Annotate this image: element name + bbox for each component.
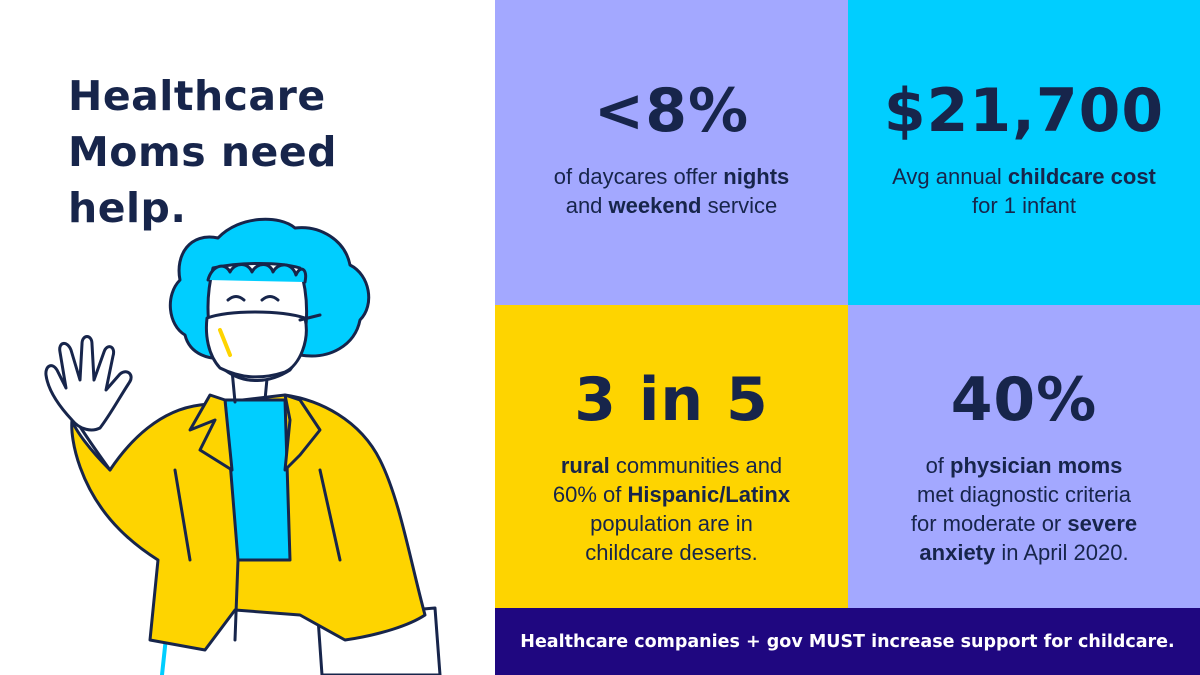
waving-healthcare-worker-illustration bbox=[44, 217, 442, 675]
headline-line-1: Healthcare bbox=[68, 72, 326, 120]
footer-banner: Healthcare companies + gov MUST increase… bbox=[495, 608, 1200, 675]
stat-value: <8% bbox=[593, 75, 750, 146]
stat-description: of daycares offer nights and weekend ser… bbox=[553, 163, 790, 218]
stat-tile-childcare-deserts: 3 in 5 rural communities and 60% of Hisp… bbox=[495, 305, 848, 608]
eye-left bbox=[226, 295, 246, 302]
stat-tile-physician-anxiety: 40% of physician moms met diagnostic cri… bbox=[848, 305, 1200, 608]
collar-left bbox=[188, 393, 234, 472]
bangs bbox=[206, 263, 308, 284]
face-mask-icon bbox=[204, 310, 308, 379]
shirt bbox=[223, 398, 292, 562]
stat-value: 40% bbox=[950, 364, 1098, 435]
stat-tile-daycares: <8% of daycares offer nights and weekend… bbox=[495, 0, 848, 305]
stat-tile-childcare-cost: $21,700 Avg annual childcare cost for 1 … bbox=[848, 0, 1200, 305]
waving-hand-icon bbox=[44, 335, 133, 432]
footer-text: Healthcare companies + gov MUST increase… bbox=[520, 631, 1175, 652]
collar-right bbox=[283, 393, 322, 472]
headline-line-3: help. bbox=[68, 184, 187, 232]
stat-value: 3 in 5 bbox=[574, 364, 769, 435]
left-panel: Healthcare Moms need help. bbox=[0, 0, 495, 675]
stat-description: rural communities and 60% of Hispanic/La… bbox=[552, 452, 791, 565]
stat-value: $21,700 bbox=[883, 75, 1165, 146]
stat-description: of physician moms met diagnostic criteri… bbox=[910, 452, 1138, 565]
eye-right bbox=[260, 295, 280, 302]
headline-line-2: Moms need bbox=[68, 128, 338, 176]
page-title: Healthcare Moms need help. bbox=[68, 68, 408, 236]
stat-description: Avg annual childcare cost for 1 infant bbox=[892, 163, 1156, 218]
